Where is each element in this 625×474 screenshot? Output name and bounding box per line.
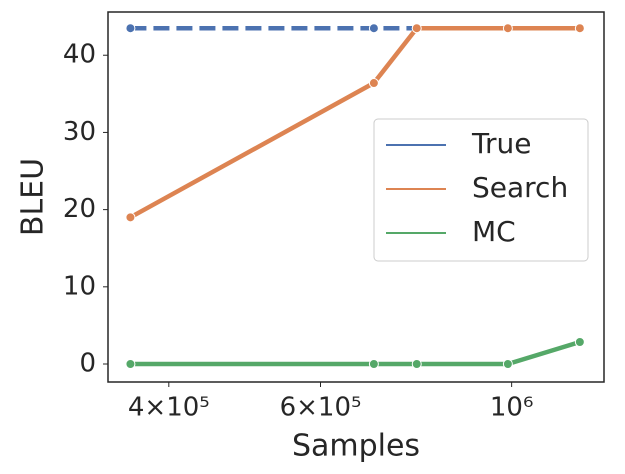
point [368,359,379,370]
y-tick-label: 10 [63,271,96,301]
x-axis-label: Samples [292,429,420,464]
point [502,23,513,34]
series-line [130,339,581,367]
x-tick-label: 10⁶ [490,393,534,423]
point [411,23,422,34]
plot-frame [107,11,605,383]
point [125,359,136,370]
legend-label: Search [472,171,568,204]
legend: True Search MC [373,118,589,262]
legend-label: MC [472,215,516,248]
y-tick-label: 20 [63,194,96,224]
y-axis-label: BLEU [16,158,51,236]
point [574,337,585,348]
y-tick-label: 40 [63,40,96,70]
point [411,359,422,370]
legend-label: True [471,127,531,160]
y-tick-label: 30 [63,117,96,147]
x-tick-label: 4×10⁵ [128,393,210,423]
point [125,212,136,223]
y-tick-label: 0 [79,349,96,379]
point [125,23,136,34]
point [574,23,585,34]
point [368,78,379,89]
x-tick-label: 6×10⁵ [280,393,362,423]
point [502,359,513,370]
legend-frame [373,118,589,262]
point [368,23,379,34]
